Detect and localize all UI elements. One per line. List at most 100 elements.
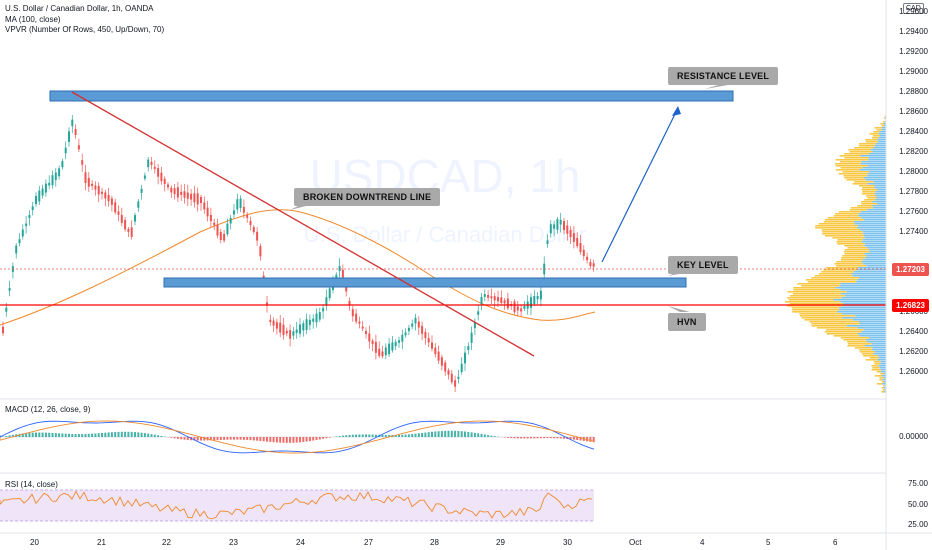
candle-body — [269, 319, 272, 323]
time-axis-tick: 6 — [833, 538, 838, 547]
macd-histogram-bar — [61, 433, 64, 437]
candle-body — [186, 192, 189, 199]
vp-bar-down — [836, 241, 863, 243]
vp-bar-up — [875, 191, 886, 193]
macd-label[interactable]: MACD (12, 26, close, 9) — [5, 405, 91, 414]
vp-bar-up — [852, 319, 886, 321]
key-level-zone — [163, 277, 687, 288]
vpvr-indicator-label[interactable]: VPVR (Number Of Rows, 450, Up/Down, 70) — [5, 25, 165, 34]
candle-body — [91, 183, 94, 186]
macd-histogram-bar — [368, 434, 371, 437]
resistance-level-callout[interactable]: RESISTANCE LEVEL — [668, 67, 779, 85]
candle-body — [338, 265, 341, 272]
price-axis-tick: 1.28400 — [899, 127, 928, 136]
vp-bar-down — [854, 181, 874, 183]
vp-bar-down — [822, 231, 863, 233]
macd-histogram-bar — [533, 437, 536, 439]
key-level-callout[interactable]: KEY LEVEL — [668, 256, 738, 274]
candle-body — [292, 331, 295, 336]
macd-histogram-bar — [431, 431, 433, 437]
candle-body — [355, 313, 358, 322]
ma-indicator-label[interactable]: MA (100, close) — [5, 15, 61, 24]
rsi-label[interactable]: RSI (14, close) — [5, 480, 58, 489]
candle-body — [200, 197, 202, 203]
macd-histogram-bar — [460, 431, 463, 437]
candle-body — [576, 237, 579, 247]
candle-body — [447, 370, 450, 375]
hvn-callout[interactable]: HVN — [668, 313, 706, 331]
vp-bar-up — [871, 343, 886, 345]
vp-bar-up — [865, 179, 886, 181]
vp-bar-down — [818, 223, 855, 225]
macd-histogram-bar — [493, 436, 496, 437]
vp-bar-up — [843, 303, 886, 305]
candle-body — [467, 346, 470, 351]
time-axis-tick: 27 — [364, 538, 373, 547]
candle-body — [384, 347, 387, 356]
candle-body — [500, 297, 503, 303]
vp-bar-down — [865, 139, 878, 141]
candle-body — [104, 192, 107, 199]
vp-bar-down — [811, 277, 860, 279]
candle-body — [299, 324, 301, 334]
macd-histogram-bar — [147, 433, 150, 437]
macd-histogram-bar — [209, 437, 212, 441]
macd-histogram-bar — [137, 432, 140, 437]
currency-badge[interactable]: CAD — [903, 3, 924, 14]
vp-bar-up — [868, 153, 886, 155]
macd-histogram-bar — [490, 435, 493, 437]
candle-body — [143, 175, 146, 179]
macd-histogram-bar — [114, 432, 117, 437]
price-axis-tick: 1.28000 — [899, 167, 928, 176]
candle-body — [58, 168, 61, 177]
macd-histogram-bar — [351, 434, 354, 437]
macd-histogram-bar — [302, 437, 305, 442]
macd-histogram-bar — [213, 437, 216, 441]
vp-bar-up — [884, 391, 886, 393]
vp-bar-down — [858, 143, 876, 145]
candle-body — [546, 240, 549, 244]
macd-histogram-bar — [196, 437, 199, 441]
vp-bar-down — [863, 355, 878, 357]
vp-bar-down — [882, 121, 885, 123]
candle-body — [302, 323, 305, 331]
candle-body — [203, 202, 206, 210]
candle-body — [153, 166, 156, 169]
candle-body — [305, 319, 308, 330]
candle-body — [150, 161, 153, 165]
candle-body — [351, 309, 354, 317]
macd-histogram-bar — [68, 433, 70, 437]
vp-bar-up — [862, 259, 886, 261]
price-axis-tick: 1.26000 — [899, 367, 928, 376]
vp-bar-down — [811, 323, 860, 325]
candle-body — [5, 307, 8, 312]
macd-histogram-bar — [411, 433, 414, 437]
vp-bar-down — [843, 339, 866, 341]
macd-histogram-bar — [262, 437, 265, 442]
candle-body — [506, 298, 509, 309]
candle-body — [388, 343, 391, 355]
vp-bar-up — [854, 221, 886, 223]
vp-bar-up — [859, 321, 886, 323]
vp-bar-up — [841, 297, 886, 299]
vp-bar-down — [826, 267, 858, 269]
vp-bar-down — [876, 371, 882, 373]
candle-body — [457, 376, 460, 379]
current-price-tag: 1.27203 — [892, 263, 929, 276]
macd-histogram-bar — [440, 430, 443, 437]
vp-bar-up — [864, 253, 886, 255]
broken-downtrend-callout[interactable]: BROKEN DOWNTREND LINE — [294, 188, 441, 206]
vp-bar-down — [862, 187, 875, 189]
vp-bar-up — [878, 133, 886, 135]
candle-body — [41, 188, 44, 196]
vp-bar-up — [879, 131, 886, 133]
vp-bar-up — [878, 141, 886, 143]
candle-body — [176, 187, 179, 198]
vp-bar-down — [867, 197, 877, 199]
candle-body — [539, 290, 542, 300]
vp-bar-down — [827, 217, 862, 219]
vp-bar-up — [867, 341, 886, 343]
candle-body — [97, 185, 100, 195]
vp-bar-up — [874, 193, 886, 195]
